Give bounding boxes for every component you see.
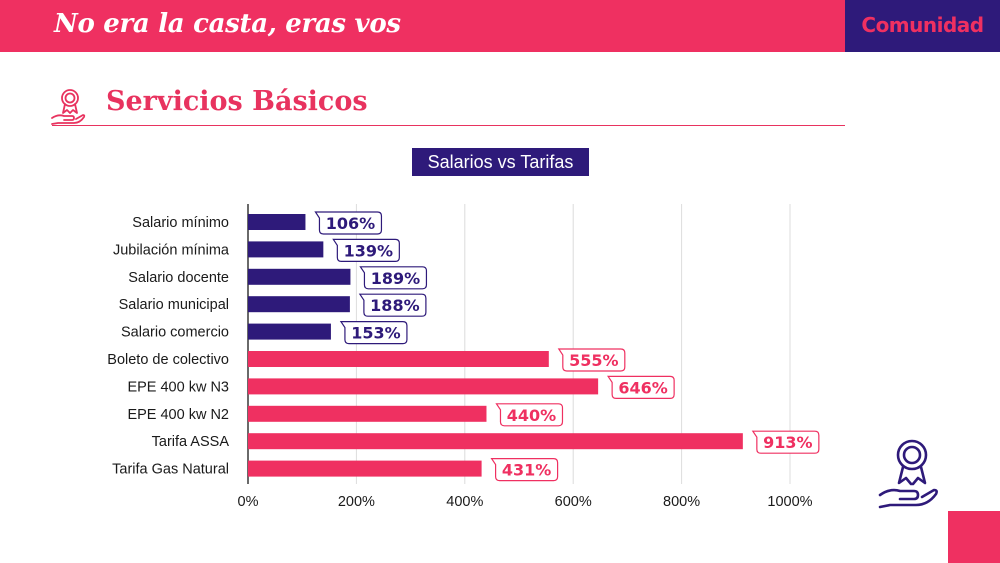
value-callout (495, 403, 564, 427)
value-label: 440% (507, 406, 556, 425)
value-label: 106% (326, 214, 375, 233)
value-label: 646% (618, 378, 667, 397)
value-label: 153% (351, 324, 400, 343)
bar (248, 296, 350, 313)
value-callout (358, 293, 427, 317)
chart-title: Salarios vs Tarifas (427, 152, 574, 172)
chart-title-box: Salarios vs Tarifas (412, 148, 589, 176)
section-title: Servicios Básicos (106, 86, 368, 117)
value-callout (607, 375, 675, 399)
bar (248, 378, 599, 395)
value-callout (314, 211, 383, 235)
x-tick-label: 800% (663, 494, 700, 510)
category-label: EPE 400 kw N2 (127, 407, 229, 423)
category-label: Jubilación mínima (113, 242, 230, 258)
category-label: Salario mínimo (132, 215, 229, 231)
value-callout (332, 238, 400, 262)
bar (248, 241, 324, 258)
value-label: 431% (502, 461, 551, 480)
bar (248, 323, 331, 340)
category-label: Tarifa ASSA (152, 434, 230, 450)
bar-chart: 0% 200% 400% 600% 800% 1000% Salario mínimo 106… (107, 204, 820, 510)
value-callout (490, 458, 559, 482)
value-label: 555% (569, 351, 618, 370)
bar (248, 351, 549, 367)
brand-logo-text: Comunidad (861, 13, 984, 37)
category-label: Boleto de colectivo (107, 352, 229, 368)
bar (248, 405, 487, 422)
award-hand-icon (51, 89, 86, 125)
bar (248, 460, 482, 477)
value-callout (751, 430, 820, 454)
section-divider (52, 125, 845, 126)
x-tick-label: 200% (338, 494, 375, 510)
corner-accent-square (948, 511, 1000, 563)
category-label: EPE 400 kw N3 (127, 379, 229, 395)
x-tick-label: 600% (555, 494, 592, 510)
category-label: Salario docente (128, 270, 229, 286)
brand-box: Comunidad (845, 0, 1000, 52)
bar (248, 214, 306, 230)
page-title: No era la casta, eras vos (54, 9, 401, 39)
value-callout (359, 266, 428, 290)
category-label: Tarifa Gas Natural (112, 462, 229, 478)
category-label: Salario municipal (119, 297, 229, 313)
value-callout (339, 321, 408, 345)
value-label: 913% (763, 433, 812, 452)
value-label: 188% (370, 296, 419, 315)
header-bar: No era la casta, eras vos (0, 0, 845, 52)
x-tick-label: 400% (446, 494, 483, 510)
category-label: Salario comercio (121, 325, 229, 341)
bar (248, 433, 743, 450)
value-label: 139% (344, 241, 393, 260)
award-hand-icon (878, 439, 938, 509)
x-tick-label: 1000% (767, 494, 812, 510)
value-label: 189% (371, 269, 420, 288)
x-tick-label: 0% (238, 494, 259, 510)
bar (248, 268, 351, 285)
value-callout (557, 348, 626, 372)
